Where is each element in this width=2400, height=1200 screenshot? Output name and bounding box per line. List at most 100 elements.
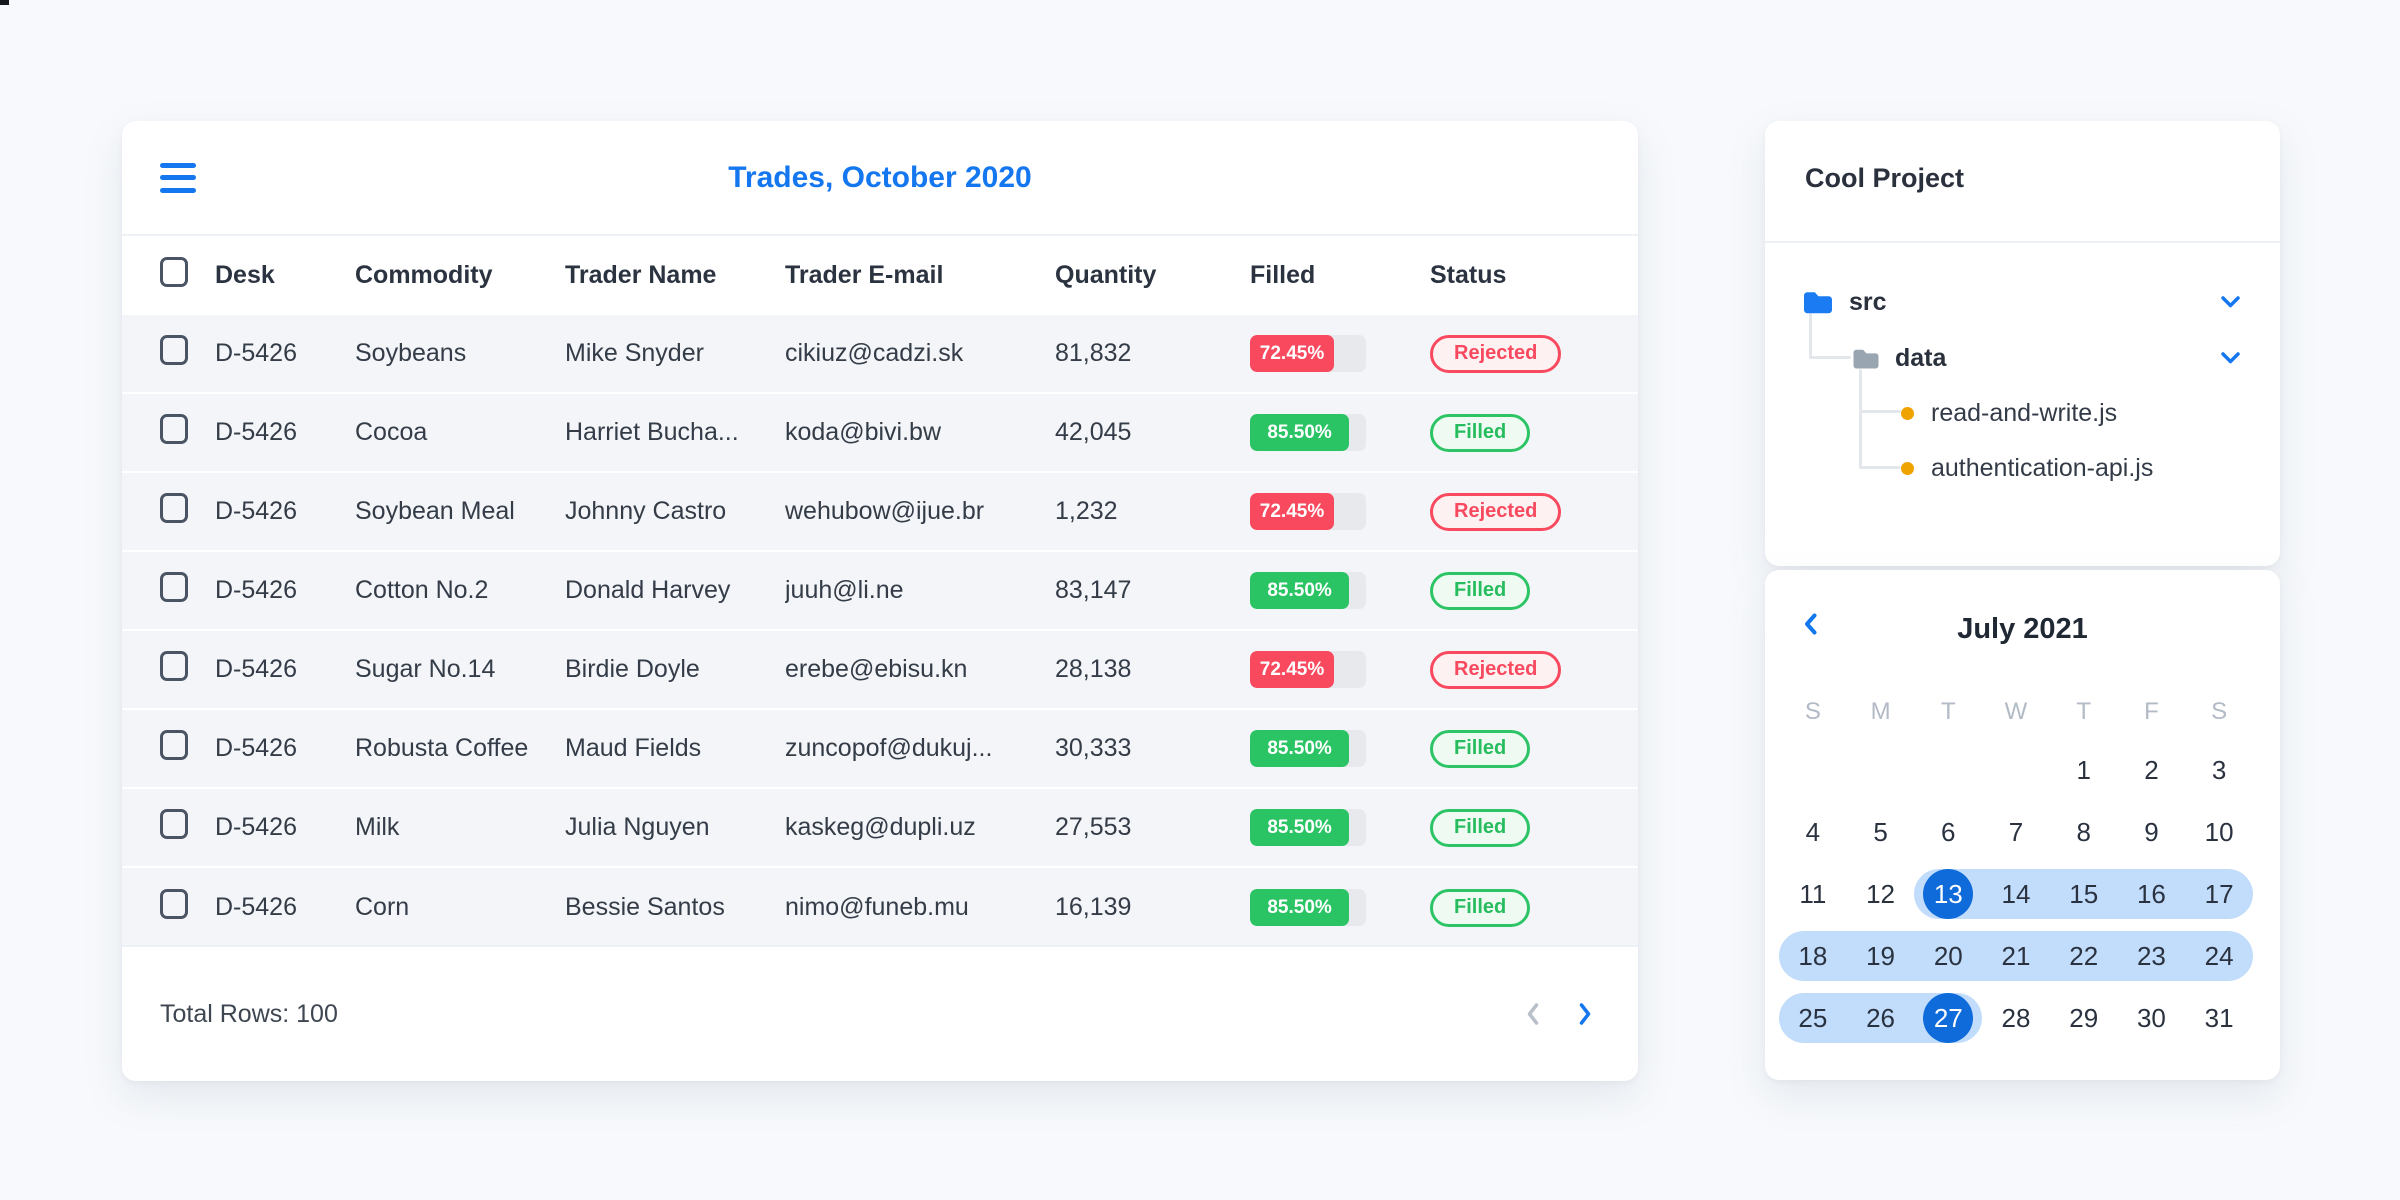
calendar-title: July 2021 [1957, 613, 2088, 645]
calendar-day-6[interactable]: 6 [1914, 801, 1982, 863]
chevron-left-icon [1805, 613, 1817, 635]
cell-commodity: Cocoa [355, 418, 428, 446]
tree-file-label: authentication-api.js [1931, 453, 2154, 482]
cell-quantity: 1,232 [1055, 497, 1118, 525]
filled-progress-bar: 72.45% [1250, 493, 1366, 530]
calendar-day-16[interactable]: 16 [2117, 863, 2186, 925]
status-badge: Filled [1430, 729, 1531, 768]
row-checkbox[interactable] [160, 889, 188, 919]
day-number: 17 [2204, 878, 2234, 909]
row-checkbox[interactable] [160, 572, 188, 602]
filled-progress-bar: 85.50% [1250, 414, 1366, 451]
cell-trader-email: nimo@funeb.mu [785, 893, 969, 921]
filled-progress-value: 85.50% [1250, 730, 1350, 767]
cell-trader-email: zuncopof@dukuj... [785, 734, 993, 762]
row-checkbox[interactable] [160, 651, 188, 681]
calendar-day-31[interactable]: 31 [2185, 987, 2253, 1049]
calendar-day-10[interactable]: 10 [2185, 801, 2253, 863]
calendar-day-empty [1847, 739, 1915, 801]
calendar-day-21[interactable]: 21 [1982, 925, 2050, 987]
tree-file-authentication-api[interactable]: authentication-api.js [1901, 446, 2153, 490]
calendar-day-27[interactable]: 27 [1914, 987, 1983, 1049]
column-header-row: Desk Commodity Trader Name Trader E-mail Qua… [122, 236, 1638, 315]
filled-progress-value: 85.50% [1250, 414, 1350, 451]
cell-desk: D-5426 [215, 893, 297, 921]
cell-desk: D-5426 [215, 734, 297, 762]
selected-range-band [2185, 931, 2253, 981]
calendar-day-25[interactable]: 25 [1779, 987, 1847, 1049]
tree-folder-src[interactable]: src [1801, 280, 2241, 324]
cell-desk: D-5426 [215, 497, 297, 525]
status-badge: Rejected [1430, 492, 1562, 531]
weekday-label: T [1940, 698, 1956, 725]
next-page-button[interactable] [1578, 1002, 1592, 1026]
calendar-day-24[interactable]: 24 [2185, 925, 2253, 987]
calendar-day-22[interactable]: 22 [2049, 925, 2118, 987]
hamburger-menu-icon[interactable] [160, 162, 198, 193]
column-header-commodity: Commodity [355, 261, 493, 289]
day-number: 10 [2204, 816, 2234, 847]
calendar-day-7[interactable]: 7 [1982, 801, 2050, 863]
tree-folder-data[interactable]: data [1851, 336, 2241, 380]
calendar-day-30[interactable]: 30 [2118, 987, 2186, 1049]
row-checkbox[interactable] [160, 335, 188, 365]
calendar-day-26[interactable]: 26 [1846, 987, 1915, 1049]
day-number: 12 [1866, 878, 1896, 909]
weekday-label: T [2076, 698, 2092, 725]
tree-connector-line [1859, 410, 1901, 413]
status-badge: Filled [1430, 808, 1531, 847]
calendar-day-5[interactable]: 5 [1847, 801, 1915, 863]
row-checkbox[interactable] [160, 414, 188, 444]
cell-trader-name: Birdie Doyle [565, 655, 700, 683]
table-row: D-5426 Sugar No.14 Birdie Doyle erebe@ebisu… [122, 631, 1638, 710]
calendar-day-28[interactable]: 28 [1982, 987, 2050, 1049]
selected-range-band [2185, 869, 2253, 919]
cell-commodity: Corn [355, 893, 410, 921]
calendar-day-4[interactable]: 4 [1779, 801, 1847, 863]
day-number: 4 [1805, 816, 1821, 847]
selected-range-band [2117, 869, 2186, 919]
calendar-day-9[interactable]: 9 [2118, 801, 2186, 863]
calendar-day-14[interactable]: 14 [1982, 863, 2050, 925]
calendar-day-17[interactable]: 17 [2185, 863, 2253, 925]
table-row: D-5426 Milk Julia Nguyen kaskeg@dupli.uz 27,… [122, 789, 1638, 868]
calendar-day-13[interactable]: 13 [1914, 863, 1983, 925]
calendar-day-8[interactable]: 8 [2050, 801, 2118, 863]
row-checkbox[interactable] [160, 493, 188, 523]
calendar-day-20[interactable]: 20 [1914, 925, 1983, 987]
calendar-prev-month-button[interactable] [1803, 612, 1818, 636]
cell-quantity: 30,333 [1055, 734, 1132, 762]
weekday-label: S [2211, 698, 2228, 725]
row-checkbox[interactable] [160, 809, 188, 839]
calendar-day-19[interactable]: 19 [1846, 925, 1915, 987]
day-number: 3 [2211, 754, 2227, 785]
previous-page-button[interactable] [1526, 1002, 1540, 1026]
calendar-day-18[interactable]: 18 [1779, 925, 1847, 987]
filled-progress-bar: 72.45% [1250, 651, 1366, 688]
cell-commodity: Robusta Coffee [355, 734, 529, 762]
calendar-day-1[interactable]: 1 [2050, 739, 2118, 801]
table-row: D-5426 Cocoa Harriet Bucha... koda@bivi.bw 4… [122, 394, 1638, 473]
calendar-day-29[interactable]: 29 [2050, 987, 2118, 1049]
select-all-checkbox[interactable] [160, 257, 188, 287]
row-checkbox[interactable] [160, 730, 188, 760]
chevron-down-icon[interactable] [2220, 296, 2241, 309]
status-badge: Filled [1430, 888, 1531, 927]
calendar-day-23[interactable]: 23 [2117, 925, 2186, 987]
day-number: 25 [1798, 1002, 1828, 1033]
calendar-day-2[interactable]: 2 [2118, 739, 2186, 801]
calendar-day-11[interactable]: 11 [1779, 863, 1847, 925]
cell-desk: D-5426 [215, 655, 297, 683]
calendar-day-3[interactable]: 3 [2185, 739, 2253, 801]
chevron-down-icon[interactable] [2220, 352, 2241, 365]
calendar-day-12[interactable]: 12 [1847, 863, 1915, 925]
day-number: 21 [2001, 940, 2031, 971]
selected-day-circle [1923, 993, 1974, 1043]
calendar-day-15[interactable]: 15 [2049, 863, 2118, 925]
filled-progress-value: 72.45% [1250, 335, 1335, 372]
filled-progress-value: 72.45% [1250, 651, 1335, 688]
cell-trader-email: juuh@li.ne [785, 576, 904, 604]
selected-range-band [1914, 931, 1983, 981]
calendar-days-grid: 1 2 3 4 5 6 7 8 9 10 11 12 13 14 15 16 17 18 19 20 21 22 23 24 2… [1779, 739, 2253, 1049]
tree-file-read-and-write[interactable]: read-and-write.js [1901, 391, 2117, 435]
